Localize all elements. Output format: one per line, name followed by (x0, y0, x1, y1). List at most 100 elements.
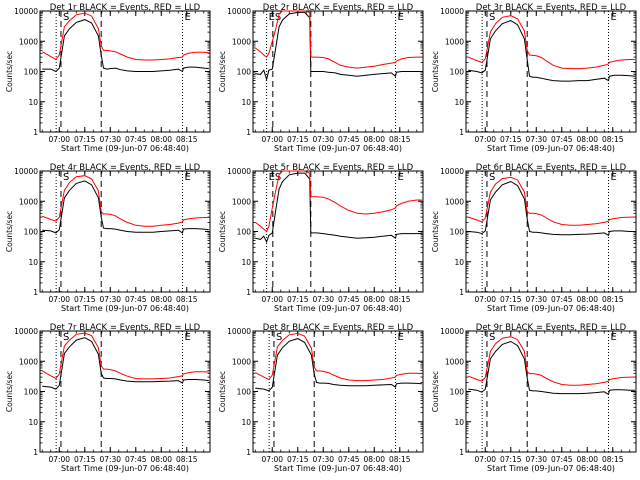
x-tick-label: 07:30 (525, 135, 547, 144)
event-marker-label: S (63, 172, 69, 183)
x-tick-label: 08:15 (602, 135, 624, 144)
x-tick-label: 08:15 (602, 295, 624, 304)
x-tick-label: 08:00 (150, 135, 172, 144)
x-tick-label: 07:15 (287, 135, 309, 144)
y-tick-label: 1000 (232, 37, 251, 46)
chart-panel: Det 7r BLACK = Events, RED = LLD 1 10 100 10… (5, 323, 211, 473)
event-marker-label: E (398, 332, 404, 343)
x-tick-label: 07:30 (99, 295, 121, 304)
x-tick-label: 07:00 (48, 295, 70, 304)
x-axis-label: Start Time (09-Jun-07 06:48:40) (274, 304, 402, 313)
events-series-line (42, 19, 209, 73)
events-series-line (42, 337, 209, 390)
chart-title: Det 3r BLACK = Events, RED = LLD (476, 3, 627, 13)
y-tick-label: 10000 (227, 167, 251, 176)
chart-panel: Det 8r BLACK = Events, RED = LLD 1 10 100 10… (218, 323, 424, 473)
event-marker-label: E (398, 12, 404, 23)
x-tick-label: 08:00 (363, 295, 385, 304)
x-tick-label: 07:00 (474, 295, 496, 304)
y-tick-label: 10000 (227, 7, 251, 16)
y-tick-label: 10000 (227, 327, 251, 336)
x-tick-label: 07:15 (500, 295, 522, 304)
x-axis-label: Start Time (09-Jun-07 06:48:40) (487, 144, 615, 153)
y-tick-label: 10 (28, 98, 38, 107)
lld-series-line (42, 175, 209, 227)
y-axis-label: Counts/sec (5, 51, 14, 92)
x-tick-label: 07:30 (525, 295, 547, 304)
y-tick-label: 1000 (232, 357, 251, 366)
x-tick-label: 07:45 (551, 455, 573, 464)
x-tick-label: 08:00 (576, 455, 598, 464)
y-tick-label: 10 (454, 258, 464, 267)
chart-title: Det 8r BLACK = Events, RED = LLD (263, 323, 414, 333)
y-tick-label: 1 (459, 128, 464, 137)
x-tick-label: 07:45 (125, 295, 147, 304)
y-tick-label: 1 (33, 288, 38, 297)
y-tick-label: 1000 (19, 37, 38, 46)
y-axis-label: Counts/sec (431, 371, 440, 412)
x-axis-label: Start Time (09-Jun-07 06:48:40) (61, 464, 189, 473)
y-tick-label: 1000 (445, 357, 464, 366)
events-series-line (255, 11, 422, 82)
x-tick-label: 08:15 (389, 455, 411, 464)
y-axis-label: Counts/sec (5, 211, 14, 252)
y-tick-label: 10000 (14, 327, 38, 336)
y-tick-label: 1 (33, 128, 38, 137)
x-tick-label: 07:15 (500, 135, 522, 144)
x-tick-label: 08:15 (176, 455, 198, 464)
chart-title: Det 2r BLACK = Events, RED = LLD (263, 3, 414, 13)
y-tick-label: 10 (28, 418, 38, 427)
lld-series-line (255, 332, 422, 382)
events-series-line (255, 172, 422, 244)
event-marker-label: E (611, 172, 617, 183)
x-tick-label: 07:45 (125, 455, 147, 464)
x-tick-label: 07:00 (261, 455, 283, 464)
x-tick-label: 07:00 (474, 135, 496, 144)
y-tick-label: 1 (246, 288, 251, 297)
x-tick-label: 07:15 (74, 295, 96, 304)
y-tick-label: 10000 (14, 167, 38, 176)
x-tick-label: 07:30 (99, 135, 121, 144)
chart-panel: Det 6r BLACK = Events, RED = LLD 1 10 100 10… (431, 163, 637, 313)
lld-series-line (468, 15, 635, 70)
events-series-line (468, 20, 635, 82)
chart-panel: Det 9r BLACK = Events, RED = LLD 1 10 100 10… (431, 323, 637, 473)
y-tick-label: 10 (454, 98, 464, 107)
chart-panel: Det 4r BLACK = Events, RED = LLD 1 10 100 10… (5, 163, 211, 313)
events-series-line (468, 180, 635, 237)
chart-title: Det 9r BLACK = Events, RED = LLD (476, 323, 627, 333)
x-tick-label: 07:45 (338, 295, 360, 304)
x-tick-label: 08:00 (363, 455, 385, 464)
x-tick-label: 07:30 (312, 455, 334, 464)
x-tick-label: 07:00 (48, 455, 70, 464)
x-tick-label: 07:00 (48, 135, 70, 144)
y-tick-label: 1 (33, 448, 38, 457)
x-axis-label: Start Time (09-Jun-07 06:48:40) (61, 304, 189, 313)
events-series-line (468, 340, 635, 396)
chart-panel: Det 3r BLACK = Events, RED = LLD 1 10 100 10… (431, 3, 637, 153)
y-axis-label: Counts/sec (218, 211, 227, 252)
event-marker-label: S (275, 172, 281, 183)
y-tick-label: 100 (24, 68, 39, 77)
chart-title: Det 5r BLACK = Events, RED = LLD (263, 163, 414, 173)
x-tick-label: 07:00 (261, 295, 283, 304)
event-marker-label: E (611, 332, 617, 343)
chart-panel: Det 1r BLACK = Events, RED = LLD 1 10 100 10… (5, 3, 211, 153)
y-tick-label: 100 (237, 228, 252, 237)
y-tick-label: 100 (237, 68, 252, 77)
y-axis-label: Counts/sec (431, 211, 440, 252)
y-tick-label: 1 (246, 128, 251, 137)
y-tick-label: 1 (459, 448, 464, 457)
lld-series-line (255, 170, 422, 233)
events-series-line (42, 180, 209, 234)
events-series-line (255, 338, 422, 392)
event-marker-label: E (269, 172, 275, 183)
x-tick-label: 07:15 (74, 455, 96, 464)
chart-title: Det 7r BLACK = Events, RED = LLD (50, 323, 201, 333)
y-tick-label: 100 (450, 388, 465, 397)
y-tick-label: 10 (241, 258, 251, 267)
event-marker-label: S (63, 332, 69, 343)
x-tick-label: 07:30 (312, 135, 334, 144)
